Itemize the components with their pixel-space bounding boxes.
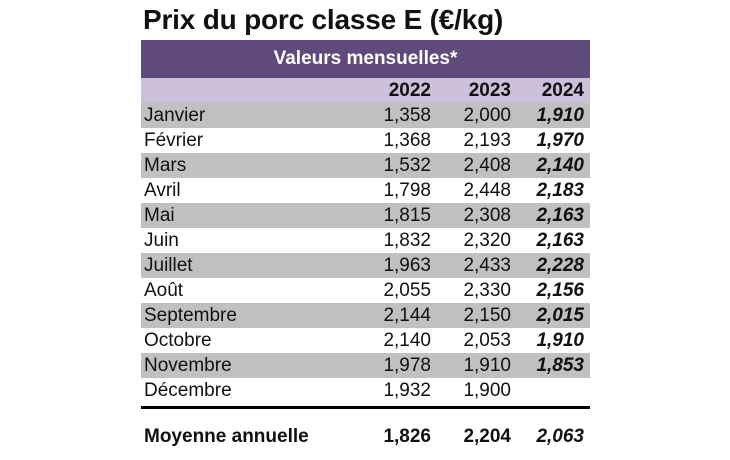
value-2022: 1,798 xyxy=(383,179,431,201)
table-row: Août 2,055 2,330 2,156 xyxy=(141,278,590,303)
value-2023: 2,320 xyxy=(463,229,511,251)
value-2023: 2,433 xyxy=(463,254,511,276)
value-2022: 1,832 xyxy=(383,229,431,251)
value-2024: 2,228 xyxy=(536,254,584,276)
month-label: Février xyxy=(144,129,204,151)
average-2023: 2,204 xyxy=(463,426,511,447)
month-label: Juillet xyxy=(144,254,193,276)
month-label: Septembre xyxy=(144,304,237,326)
value-2024: 2,156 xyxy=(536,279,584,301)
table-row: Janvier 1,358 2,000 1,910 xyxy=(141,103,590,128)
value-2023: 2,193 xyxy=(463,129,511,151)
value-2022: 1,932 xyxy=(383,379,431,401)
value-2024: 2,183 xyxy=(536,179,584,201)
average-2024: 2,063 xyxy=(536,426,584,447)
average-2022: 1,826 xyxy=(383,426,431,447)
value-2024: 1,853 xyxy=(536,354,584,376)
value-2024: 2,163 xyxy=(536,204,584,226)
value-2024: 2,015 xyxy=(536,304,584,326)
month-label: Juin xyxy=(144,229,179,251)
value-2024: 1,910 xyxy=(536,329,584,351)
value-2022: 1,368 xyxy=(383,129,431,151)
value-2024: 1,970 xyxy=(536,129,584,151)
value-2023: 2,448 xyxy=(463,179,511,201)
table-row: Mai 1,815 2,308 2,163 xyxy=(141,203,590,228)
value-2022: 2,140 xyxy=(383,329,431,351)
header-2023: 2023 xyxy=(468,79,511,101)
table-banner: Valeurs mensuelles* xyxy=(141,40,590,78)
value-2024: 2,163 xyxy=(536,229,584,251)
table-row: Mars 1,532 2,408 2,140 xyxy=(141,153,590,178)
value-2022: 2,055 xyxy=(383,279,431,301)
month-label: Août xyxy=(144,279,184,301)
value-2022: 1,815 xyxy=(383,204,431,226)
value-2023: 2,408 xyxy=(463,154,511,176)
year-header-row: 2022 2023 2024 xyxy=(141,78,590,103)
value-2022: 2,144 xyxy=(383,304,431,326)
table-row: Février 1,368 2,193 1,970 xyxy=(141,128,590,153)
value-2023: 2,308 xyxy=(463,204,511,226)
price-table: Valeurs mensuelles* 2022 2023 2024 Janvi… xyxy=(141,40,590,451)
table-row: Décembre 1,932 1,900 xyxy=(141,378,590,403)
value-2022: 1,978 xyxy=(383,354,431,376)
average-label: Moyenne annuelle xyxy=(144,426,309,447)
table-row: Octobre 2,140 2,053 1,910 xyxy=(141,328,590,353)
month-label: Novembre xyxy=(144,354,232,376)
value-2022: 1,532 xyxy=(383,154,431,176)
table-row: Novembre 1,978 1,910 1,853 xyxy=(141,353,590,378)
page-title: Prix du porc classe E (€/kg) xyxy=(143,4,504,35)
value-2023: 2,150 xyxy=(463,304,511,326)
month-label: Avril xyxy=(144,179,181,201)
value-2024: 1,910 xyxy=(536,104,584,126)
table-divider xyxy=(141,406,590,409)
table-row: Juillet 1,963 2,433 2,228 xyxy=(141,253,590,278)
value-2023: 2,330 xyxy=(463,279,511,301)
month-label: Décembre xyxy=(144,379,232,401)
month-label: Janvier xyxy=(144,104,206,126)
month-label: Mai xyxy=(144,204,175,226)
value-2022: 1,963 xyxy=(383,254,431,276)
table-row: Juin 1,832 2,320 2,163 xyxy=(141,228,590,253)
header-2022: 2022 xyxy=(388,79,431,101)
month-label: Octobre xyxy=(144,329,212,351)
average-row: Moyenne annuelle 1,826 2,204 2,063 xyxy=(141,423,590,451)
value-2024: 2,140 xyxy=(536,154,584,176)
table-row: Avril 1,798 2,448 2,183 xyxy=(141,178,590,203)
value-2023: 1,900 xyxy=(463,379,511,401)
table-row: Septembre 2,144 2,150 2,015 xyxy=(141,303,590,328)
value-2023: 2,000 xyxy=(463,104,511,126)
value-2022: 1,358 xyxy=(383,104,431,126)
value-2023: 1,910 xyxy=(463,354,511,376)
value-2023: 2,053 xyxy=(463,329,511,351)
header-2024: 2024 xyxy=(541,79,584,101)
month-label: Mars xyxy=(144,154,187,176)
